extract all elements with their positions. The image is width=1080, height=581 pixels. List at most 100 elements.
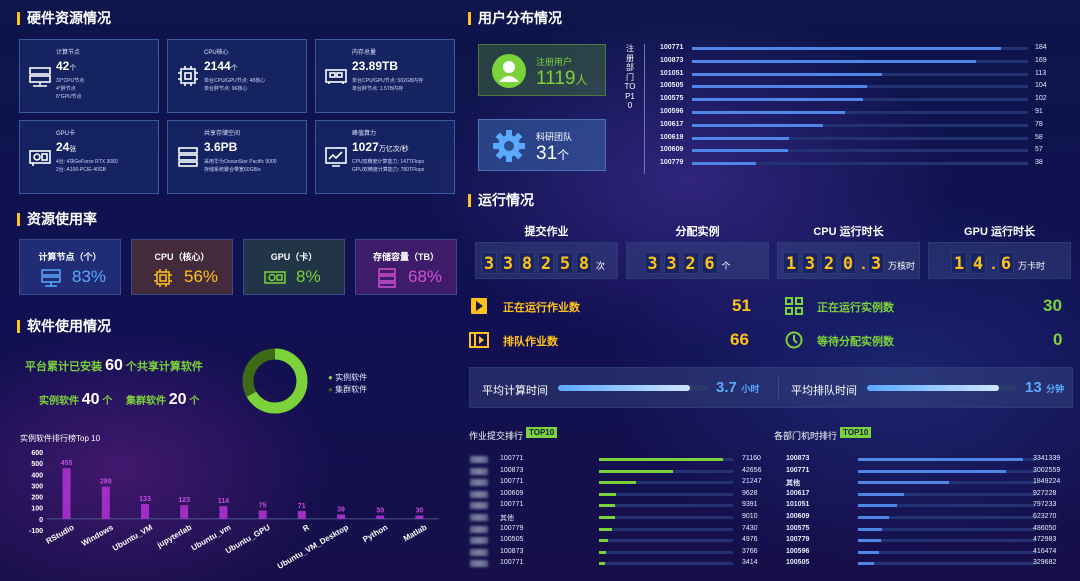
digit-cell: 1 <box>783 252 799 274</box>
digit-cell: 3 <box>663 252 680 274</box>
legend-instance: ● 实例软件 <box>328 373 368 382</box>
avatar-blur <box>470 456 488 463</box>
hardware-card-value: 24 <box>56 140 70 154</box>
avg-compute-fill <box>558 385 690 391</box>
hardware-card-detail: 存储系统聚合带宽60GB/s <box>204 167 261 173</box>
digit-cell: 3 <box>802 252 818 274</box>
job-rank-badge: TOP10 <box>526 427 558 438</box>
rank-bar-track <box>599 539 733 543</box>
digit-cell: 2 <box>538 252 554 274</box>
donut-legend: ● 实例软件 ● 集群软件 <box>328 372 367 396</box>
avatar-blur <box>470 537 488 545</box>
category-label: Matlab <box>402 523 429 544</box>
hardware-card-detail: CPU双精度计算能力: 147TFlops <box>352 159 424 165</box>
rank-value: 472983 <box>1033 536 1057 544</box>
rank-bar-track <box>599 562 733 566</box>
dept-bar <box>692 111 845 114</box>
job-rank-title: 作业提交排行 <box>469 431 524 441</box>
avatar-blur <box>470 560 488 568</box>
hardware-card-unit: 个 <box>69 65 77 72</box>
rank-name: 其他 <box>786 480 800 488</box>
category-label: Windows <box>80 523 115 549</box>
bar-value-label: 39 <box>337 507 345 514</box>
dept-bar <box>692 162 756 166</box>
rank-bar-track <box>599 481 733 485</box>
usage-card-label: 存储容量（TB） <box>373 252 439 262</box>
donut-instance-slice <box>242 348 308 414</box>
rank-value: 42656 <box>742 466 762 474</box>
dept-value: 184 <box>1035 44 1047 51</box>
rank-bar-track <box>858 504 1036 508</box>
hardware-card-value-wrap: 2144个 <box>204 59 238 73</box>
running-stat-unit: 次 <box>596 261 606 271</box>
usage-card-label: CPU（核心） <box>154 252 210 262</box>
category-label: Ubuntu_VM_Desktop <box>276 523 350 571</box>
hardware-card-detail: 单台CPU/GPU节点: 48核心 <box>204 78 266 84</box>
bar-value-label: 133 <box>139 496 151 503</box>
storage-icon <box>376 268 398 288</box>
rank-bar <box>858 550 879 554</box>
y-tick-label: 500 <box>31 461 43 468</box>
storage-icon <box>176 145 200 169</box>
running-stat-label: 分配实例 <box>675 226 720 238</box>
server-icon <box>40 268 62 288</box>
bar-value-label: 75 <box>259 503 267 510</box>
avg-queue-label: 平均排队时间 <box>791 385 857 397</box>
dept-top10-label: 注册部门TOP10 <box>624 44 636 111</box>
hardware-card-2: 内存总量 23.89TB 单台CPU/GPU节点: 502GB内存 单台胖节点: 1.… <box>315 39 455 113</box>
hardware-card-3: GPU卡 24张 4台: 4块GeForce RTX 3080 2台: A100-PC… <box>19 120 159 194</box>
rank-value: 71160 <box>742 455 761 462</box>
software-total: 平台累计已安装 60 个共享计算软件 <box>25 357 203 375</box>
rank-value: 3002559 <box>1033 466 1061 474</box>
running-instances-label: 正在运行实例数 <box>817 302 894 314</box>
rank-bar-track <box>599 550 733 554</box>
rank-bar <box>599 492 616 496</box>
dept-bar <box>692 47 1002 50</box>
digit-cell: 3 <box>868 252 884 274</box>
rank-value: 9391 <box>742 501 758 509</box>
dept-name: 100505 <box>660 82 684 90</box>
bar-value-label: 455 <box>61 460 73 467</box>
dept-bar <box>692 149 788 153</box>
rank-bar <box>599 469 674 473</box>
dept-rank-title: 各部门机时排行 <box>774 431 838 441</box>
dept-name: 100779 <box>660 159 684 167</box>
registered-label: 注册用户 <box>536 57 573 67</box>
category-label: Ubuntu_GPU <box>224 523 272 556</box>
waiting-instances-label: 等待分配实例数 <box>817 336 894 348</box>
avatar-blur <box>470 525 488 533</box>
avg-divider <box>778 377 779 399</box>
dept-name: 100575 <box>660 95 684 103</box>
avg-compute-unit: 小时 <box>741 384 760 394</box>
dept-value: 78 <box>1035 120 1043 128</box>
dept-bar-track <box>692 123 1028 127</box>
hardware-card-0: 计算节点 42个 32*CPU节点 4*胖节点 6*GPU节点 <box>19 39 159 113</box>
rank-bar <box>599 562 605 566</box>
dept-bar <box>692 98 864 102</box>
rank-value: 486050 <box>1033 524 1057 532</box>
dept-value: 102 <box>1035 95 1047 103</box>
hardware-card-detail: 2台: A100-PCIE-40GB <box>56 167 107 173</box>
legend-instance-label: 实例软件 <box>335 373 368 382</box>
rank-name: 100596 <box>786 547 810 555</box>
bar <box>219 506 228 519</box>
rank-bar <box>599 458 723 461</box>
digit-cell: 8 <box>576 252 592 274</box>
usage-card-3: 存储容量（TB） 68% <box>355 239 457 295</box>
hardware-card-title: 共享存储空间 <box>204 131 241 137</box>
hardware-card-title: CPU核心 <box>204 50 229 56</box>
dept-value: 58 <box>1035 133 1043 141</box>
avatar-blur <box>470 467 488 475</box>
running-stat-label: GPU 运行时长 <box>964 226 1035 238</box>
hardware-card-unit: 万亿次/秒 <box>378 146 409 153</box>
hardware-card-value: 23.89TB <box>352 59 399 73</box>
software-chart-title: 实例软件排行榜Top 10 <box>20 434 101 443</box>
rank-name: 100873 <box>786 455 810 462</box>
rank-bar <box>599 539 608 543</box>
rank-bar-track <box>599 504 733 508</box>
digit-cell: 0 <box>840 252 856 274</box>
rank-name: 100771 <box>500 478 524 486</box>
dept-name: 100609 <box>660 146 684 154</box>
dept-bar <box>692 72 882 76</box>
